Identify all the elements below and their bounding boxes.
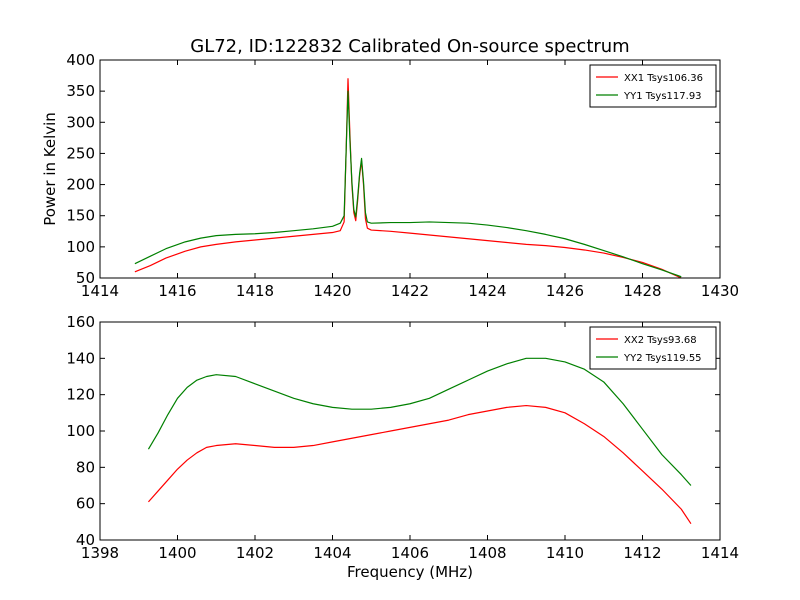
legend-label-2: YY2 Tsys119.55 xyxy=(623,353,702,364)
legend-label-1: XX1 Tsys106.36 xyxy=(624,73,703,84)
chart-title: GL72, ID:122832 Calibrated On-source spe… xyxy=(190,36,629,57)
x-tick-label: 1410 xyxy=(546,544,584,562)
legend-label-2: YY1 Tsys117.93 xyxy=(623,91,702,102)
x-tick-label: 1414 xyxy=(81,282,119,300)
y-tick-label: 100 xyxy=(66,238,95,256)
y-tick-label: 160 xyxy=(66,313,95,331)
x-axis-label: Frequency (MHz) xyxy=(347,563,473,581)
series-line-1 xyxy=(147,404,692,524)
y-tick-label: 400 xyxy=(66,51,95,69)
y-tick-label: 300 xyxy=(66,113,95,131)
x-tick-label: 1424 xyxy=(468,282,506,300)
x-tick-label: 1406 xyxy=(391,544,429,562)
y-tick-label: 120 xyxy=(66,386,95,404)
x-tick-label: 1404 xyxy=(313,544,351,562)
y-tick-label: 250 xyxy=(66,144,95,162)
legend-box xyxy=(589,64,717,108)
top-spectrum-panel: 1414 1416 1418 1420 1422 1424 1426 1428 1430 50 10… xyxy=(41,36,739,300)
y-tick-label: 150 xyxy=(66,207,95,225)
x-tick-label: 1414 xyxy=(701,544,739,562)
x-tick-label: 1430 xyxy=(701,282,739,300)
series-line-2 xyxy=(147,357,692,486)
y-tick-label: 350 xyxy=(66,82,95,100)
y-tick-label: 50 xyxy=(76,269,95,287)
x-tick-label: 1398 xyxy=(81,544,119,562)
y-tick-label: 80 xyxy=(76,458,95,476)
x-tick-label: 1408 xyxy=(468,544,506,562)
x-tick-label: 1418 xyxy=(236,282,274,300)
y-tick-label: 60 xyxy=(76,495,95,513)
y-axis-label: Power in Kelvin xyxy=(41,112,59,226)
x-tick-label: 1400 xyxy=(158,544,196,562)
y-tick-label: 200 xyxy=(66,176,95,194)
legend-label-1: XX2 Tsys93.68 xyxy=(624,335,697,346)
x-tick-label: 1402 xyxy=(236,544,274,562)
y-tick-label: 100 xyxy=(66,422,95,440)
x-tick-label: 1422 xyxy=(391,282,429,300)
bottom-spectrum-panel: 1398 1400 1402 1404 1406 1408 1410 1412 1414 40 60… xyxy=(66,313,739,581)
x-tick-label: 1412 xyxy=(623,544,661,562)
x-tick-label: 1420 xyxy=(313,282,351,300)
x-tick-label: 1416 xyxy=(158,282,196,300)
x-tick-label: 1428 xyxy=(623,282,661,300)
y-tick-label: 140 xyxy=(66,349,95,367)
x-tick-label: 1426 xyxy=(546,282,584,300)
y-tick-label: 40 xyxy=(76,531,95,549)
series-line-2 xyxy=(134,90,682,278)
legend-box xyxy=(589,326,717,370)
